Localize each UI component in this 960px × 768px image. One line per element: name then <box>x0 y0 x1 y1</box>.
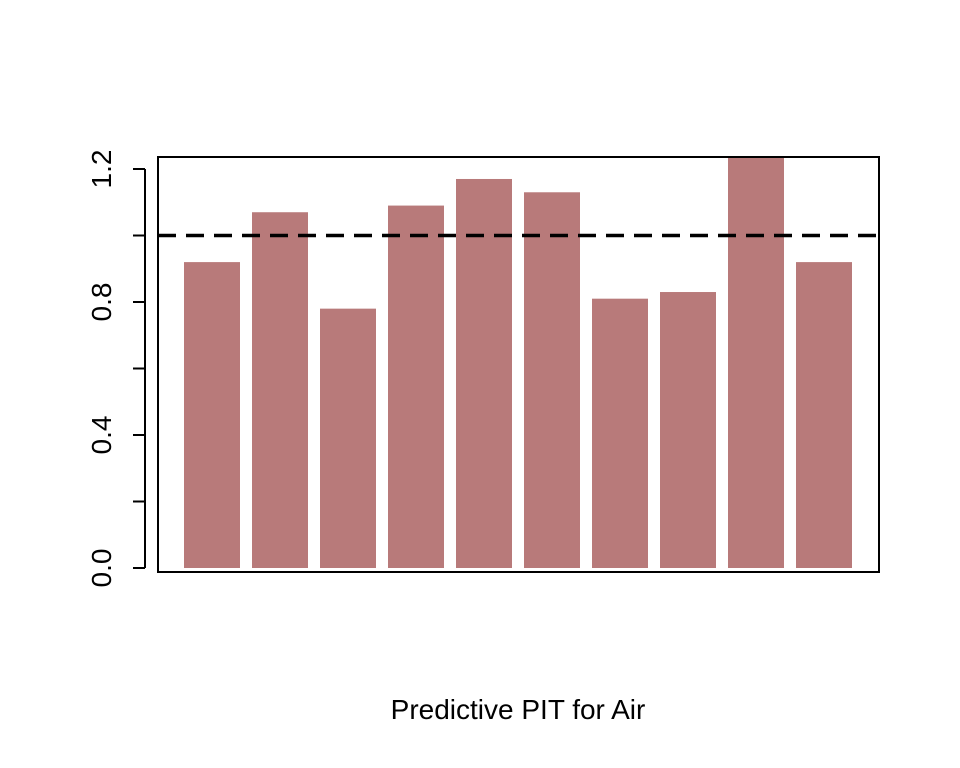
y-tick-label: 1.2 <box>86 150 117 189</box>
plot-frame <box>157 156 880 573</box>
bar-10 <box>796 262 852 568</box>
bar-5 <box>456 178 512 568</box>
bar-2 <box>252 212 308 568</box>
x-axis-label: Predictive PIT for Air <box>391 694 646 725</box>
bar-9 <box>728 157 784 568</box>
y-tick-label: 0.4 <box>86 416 117 455</box>
bar-6 <box>524 192 580 568</box>
bar-3 <box>320 308 376 568</box>
bar-4 <box>388 205 444 568</box>
y-tick-label: 0.0 <box>86 549 117 588</box>
bar-7 <box>592 298 648 568</box>
y-tick-label: 0.8 <box>86 283 117 322</box>
bars-group <box>184 157 852 568</box>
bar-1 <box>184 262 240 568</box>
bar-8 <box>660 292 716 568</box>
y-axis: 0.0 0.4 0.8 1.2 <box>86 150 145 588</box>
